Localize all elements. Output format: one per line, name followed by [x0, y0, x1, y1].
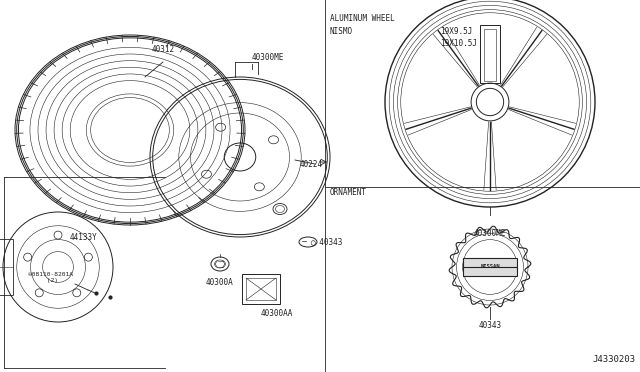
Text: 40300AA: 40300AA [261, 309, 293, 318]
Text: 40312: 40312 [152, 45, 175, 54]
Text: NISSAN: NISSAN [480, 264, 500, 269]
Text: 44133Y: 44133Y [70, 232, 98, 241]
Text: ALUMINUM WHEEL: ALUMINUM WHEEL [330, 14, 395, 23]
Text: 40343: 40343 [479, 321, 502, 330]
Bar [242, 274, 280, 304]
Text: J4330203: J4330203 [592, 355, 635, 364]
Text: 40224: 40224 [300, 160, 323, 169]
Text: 19X9.5J: 19X9.5J [440, 27, 472, 36]
Text: ◯ 40343: ◯ 40343 [310, 237, 342, 247]
Bar [246, 278, 276, 300]
Bar [0, 239, 13, 295]
Text: 40300ME: 40300ME [474, 229, 506, 238]
Text: ORNAMENT: ORNAMENT [330, 188, 367, 197]
Bar [480, 25, 500, 83]
Text: 40300A: 40300A [206, 278, 234, 287]
Text: 19X10.5J: 19X10.5J [440, 39, 477, 48]
Text: NISMO: NISMO [330, 27, 353, 36]
Text: ®08110-8201A
     (2): ®08110-8201A (2) [28, 272, 73, 283]
Text: 40300ME: 40300ME [252, 53, 284, 62]
Bar [484, 29, 496, 81]
Bar [463, 259, 516, 276]
